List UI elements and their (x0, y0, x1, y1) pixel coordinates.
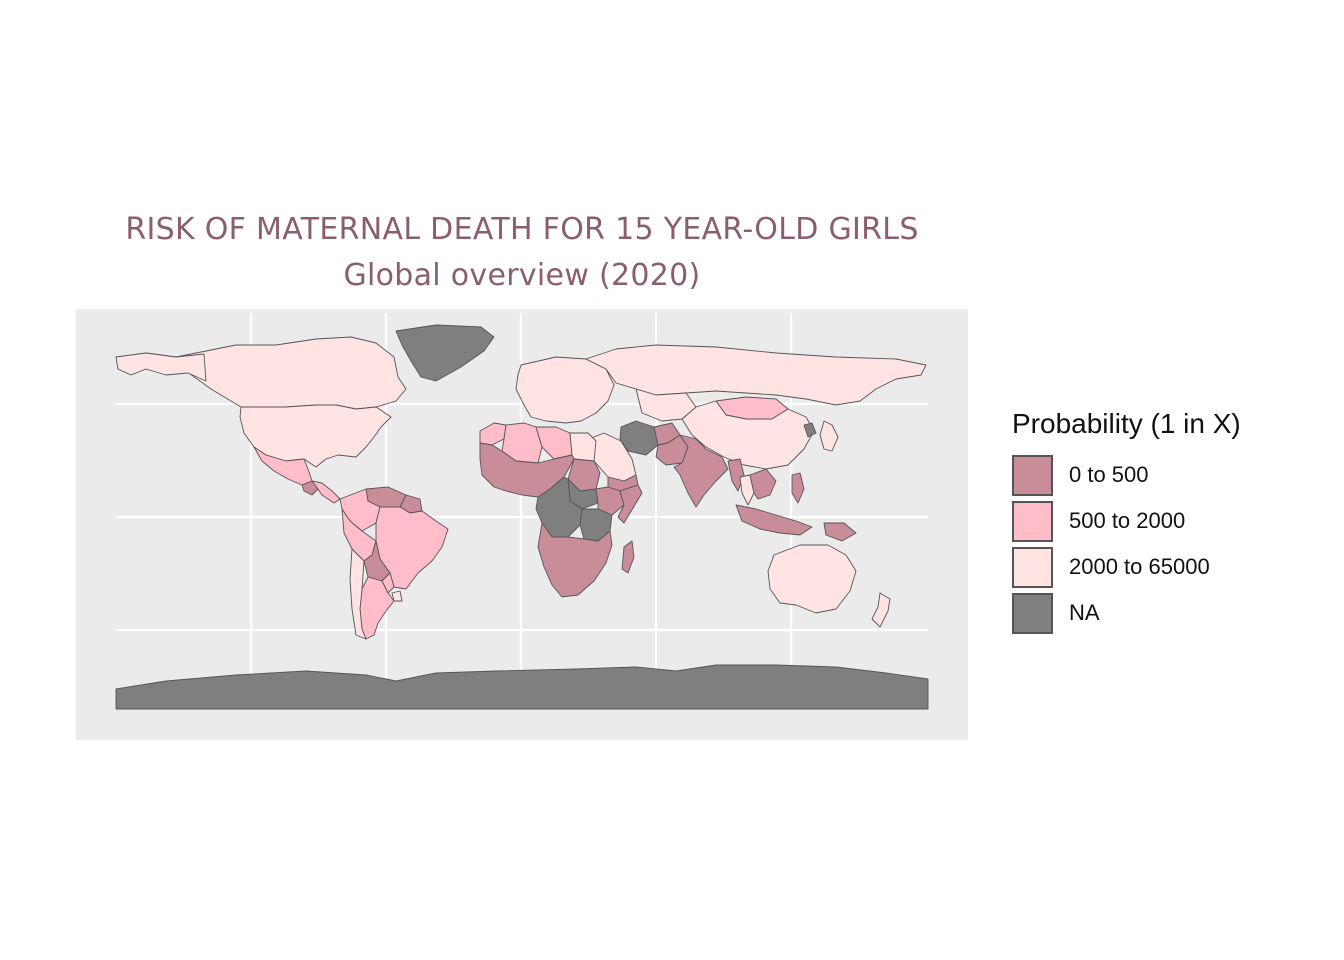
region-guatemala (301, 480, 319, 496)
region-philippines (791, 472, 805, 504)
region-kazakhstan (635, 388, 697, 422)
legend-label: NA (1069, 600, 1100, 625)
region-southern-africa (537, 522, 613, 598)
legend-item: 500 to 2000 (1012, 498, 1241, 544)
region-egypt (569, 432, 597, 462)
region-alaska (115, 352, 207, 382)
region-central-america (311, 480, 341, 504)
region-india (673, 434, 729, 508)
legend-title: Probability (1 in X) (1012, 408, 1241, 439)
world-map (76, 309, 968, 740)
region-greenland (395, 324, 495, 382)
legend-swatch (1012, 454, 1053, 496)
region-australia (767, 544, 857, 614)
legend-swatch (1012, 546, 1053, 588)
legend-item: 0 to 500 (1012, 452, 1241, 498)
legend: Probability (1 in X) 0 to 500 500 to 200… (1012, 408, 1241, 636)
region-somalia (617, 484, 643, 524)
legend-label: 2000 to 65000 (1069, 554, 1210, 579)
region-north-korea (803, 422, 817, 438)
region-ethiopia (595, 486, 625, 516)
region-chile (349, 548, 367, 640)
region-canada (115, 336, 407, 410)
chart-subtitle: Global overview (2020) (343, 258, 701, 293)
legend-item: NA (1012, 590, 1241, 636)
country-regions (115, 324, 929, 710)
legend-item: 2000 to 65000 (1012, 544, 1241, 590)
region-antarctica (115, 664, 929, 710)
legend-swatch (1012, 500, 1053, 542)
legend-swatch (1012, 592, 1053, 634)
legend-label: 0 to 500 (1069, 462, 1149, 487)
chart-title: RISK OF MATERNAL DEATH FOR 15 YEAR-OLD G… (125, 212, 919, 247)
region-new-zealand (871, 592, 891, 628)
region-papua-new-guinea (823, 522, 857, 542)
region-thailand (739, 474, 755, 506)
region-indonesia (735, 504, 813, 536)
region-southeast-asia (749, 468, 777, 500)
region-japan (819, 420, 839, 452)
region-uruguay (391, 590, 403, 602)
region-madagascar (621, 540, 635, 574)
legend-label: 500 to 2000 (1069, 508, 1186, 533)
